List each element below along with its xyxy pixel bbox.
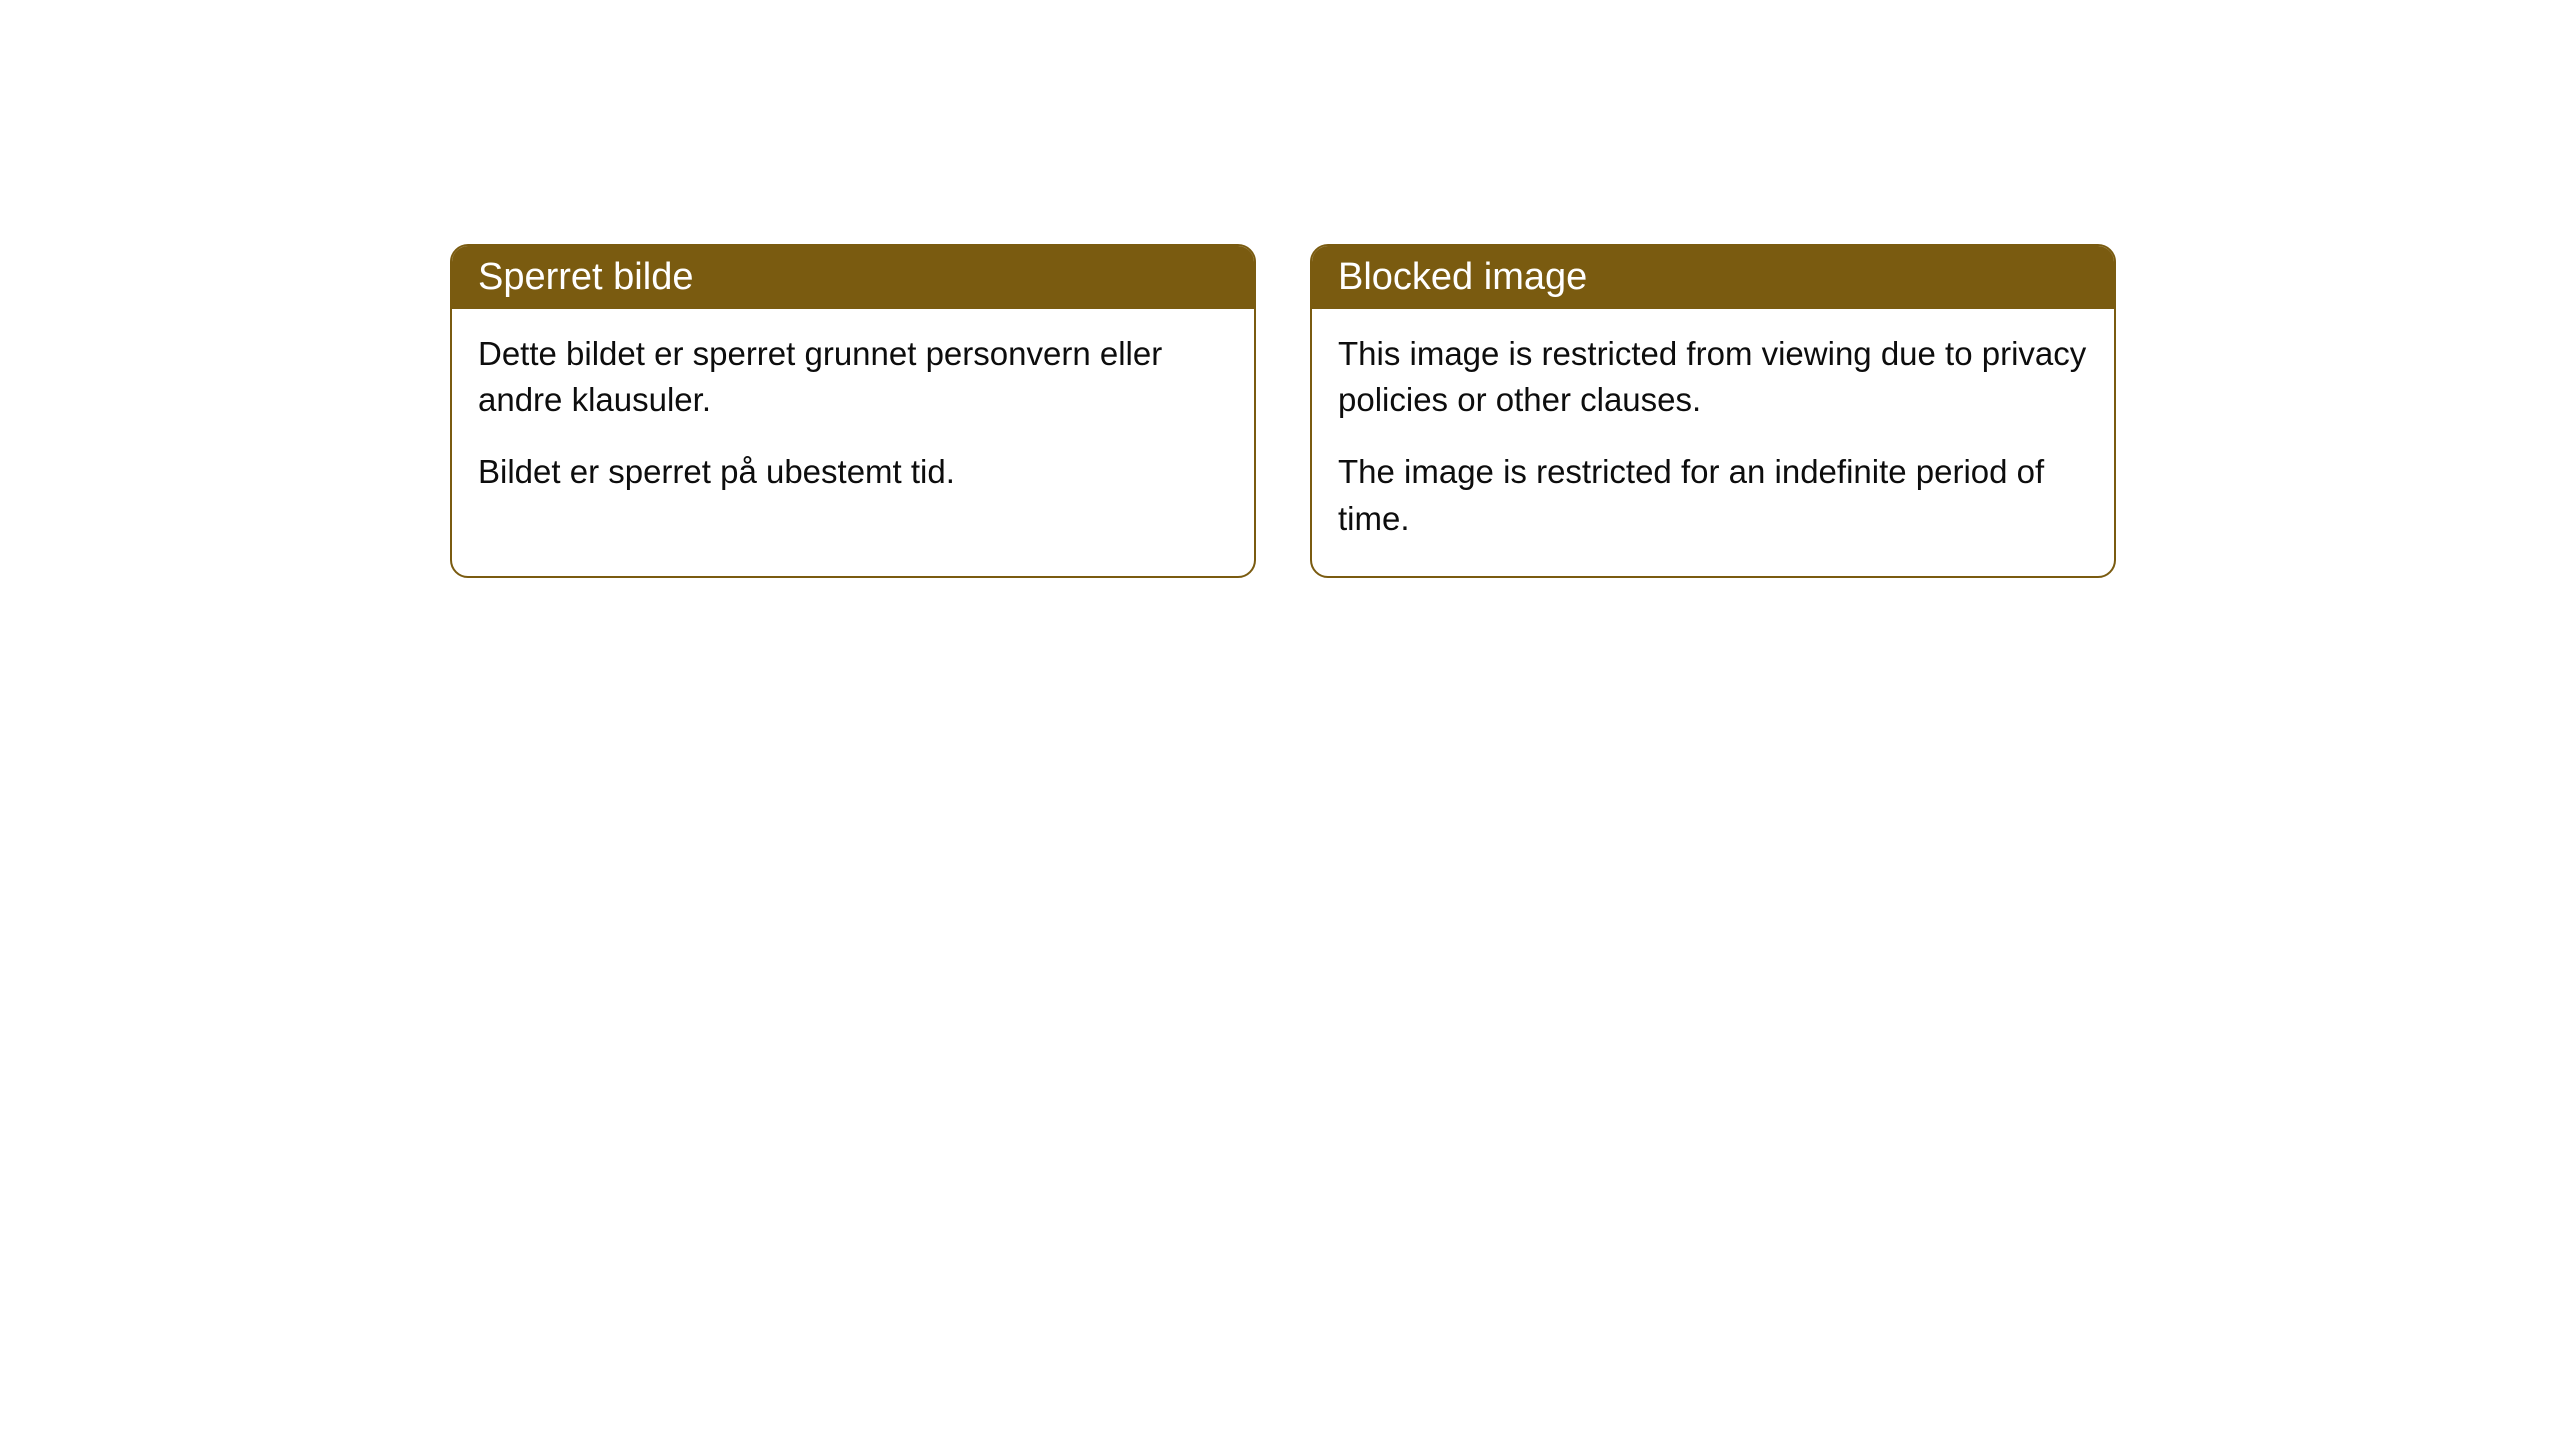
card-title-en: Blocked image <box>1338 256 1587 298</box>
blocked-image-card-en: Blocked image This image is restricted f… <box>1310 244 2116 578</box>
card-body-en: This image is restricted from viewing du… <box>1312 309 2114 576</box>
blocked-image-card-no: Sperret bilde Dette bildet er sperret gr… <box>450 244 1256 578</box>
card-header-no: Sperret bilde <box>452 246 1254 309</box>
card-paragraph2-en: The image is restricted for an indefinit… <box>1338 449 2088 541</box>
card-header-en: Blocked image <box>1312 246 2114 309</box>
card-paragraph2-no: Bildet er sperret på ubestemt tid. <box>478 449 1228 495</box>
cards-container: Sperret bilde Dette bildet er sperret gr… <box>450 244 2116 578</box>
card-paragraph1-en: This image is restricted from viewing du… <box>1338 331 2088 423</box>
card-title-no: Sperret bilde <box>478 256 693 298</box>
card-body-no: Dette bildet er sperret grunnet personve… <box>452 309 1254 530</box>
card-paragraph1-no: Dette bildet er sperret grunnet personve… <box>478 331 1228 423</box>
